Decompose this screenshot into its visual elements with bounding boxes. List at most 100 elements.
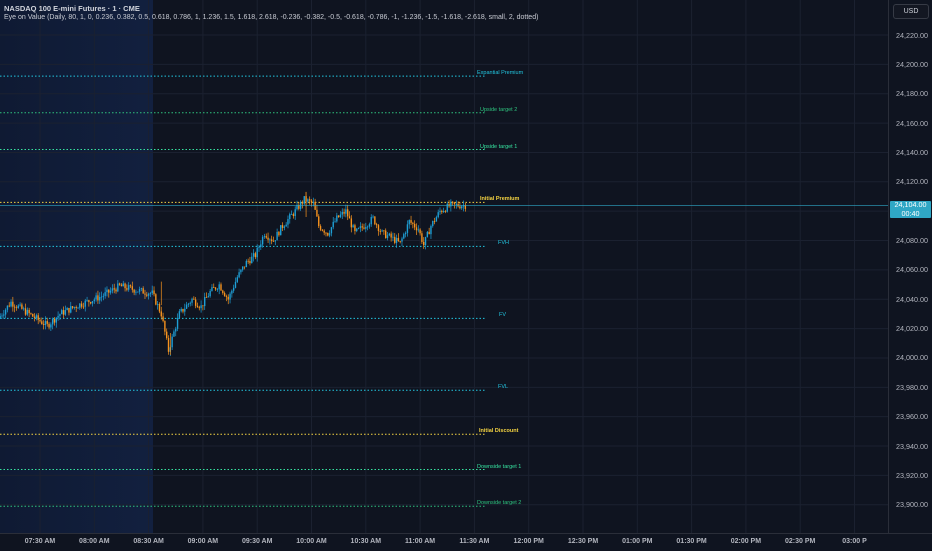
candle-body xyxy=(390,233,392,238)
candle-body xyxy=(451,201,454,203)
candle-body xyxy=(292,214,295,216)
price-tick-label: 23,900.00 xyxy=(896,500,928,510)
candle-body xyxy=(89,302,92,304)
candle-body xyxy=(424,236,427,246)
candle-body xyxy=(232,287,235,291)
bar-countdown: 00:40 xyxy=(901,208,920,218)
candle-body xyxy=(343,211,345,214)
price-tick-label: 24,220.00 xyxy=(896,30,928,40)
candle-body xyxy=(30,313,32,314)
candle-body xyxy=(193,298,195,300)
candle-body xyxy=(403,234,405,239)
candle-body xyxy=(276,231,278,241)
price-chart[interactable] xyxy=(0,0,888,533)
candle-body xyxy=(370,217,372,225)
candle-body xyxy=(337,215,340,218)
candle-body xyxy=(243,266,246,268)
candle-body xyxy=(332,221,334,228)
candle-body xyxy=(261,236,264,245)
candle-body xyxy=(68,307,70,313)
candle-body xyxy=(323,230,325,233)
time-axis[interactable] xyxy=(0,533,932,551)
candle-body xyxy=(124,283,126,289)
currency-button[interactable]: USD xyxy=(893,4,929,19)
candle-body xyxy=(205,297,208,298)
candle-body xyxy=(278,231,280,236)
price-axis[interactable] xyxy=(888,0,932,533)
level-label: FV xyxy=(499,312,507,319)
candle-body xyxy=(298,205,300,209)
candle-body xyxy=(151,290,153,294)
candle-body xyxy=(138,289,141,292)
candle-body xyxy=(334,221,336,223)
candle-body xyxy=(227,296,229,300)
price-tick-label: 23,920.00 xyxy=(896,470,928,480)
candle-body xyxy=(374,216,376,225)
candle-body xyxy=(204,297,206,307)
candle-body xyxy=(281,225,284,228)
candle-body xyxy=(379,230,381,232)
candle-body xyxy=(417,229,419,231)
candle-body xyxy=(426,231,429,237)
candle-body xyxy=(198,307,200,309)
candle-body xyxy=(410,220,412,223)
candle-body xyxy=(347,209,349,217)
candle-body xyxy=(189,302,191,304)
candle-body xyxy=(395,237,398,243)
candle-body xyxy=(294,209,296,216)
candle-body xyxy=(209,290,211,297)
candle-body xyxy=(71,306,74,308)
candle-body xyxy=(274,240,276,242)
candle-body xyxy=(401,238,403,242)
candle-body xyxy=(421,233,423,242)
candle-body xyxy=(194,299,197,306)
candle-body xyxy=(267,237,269,240)
candle-body xyxy=(102,295,105,297)
candle-body xyxy=(220,284,222,291)
candle-body xyxy=(146,294,148,296)
candle-body xyxy=(392,236,394,238)
candle-body xyxy=(330,227,333,234)
price-tick-label: 23,940.00 xyxy=(896,441,928,451)
candle-body xyxy=(127,285,130,290)
candle-body xyxy=(325,232,327,234)
candle-body xyxy=(42,324,45,326)
candle-body xyxy=(455,203,457,205)
candle-body xyxy=(354,225,356,232)
candle-body xyxy=(240,269,242,273)
candle-body xyxy=(327,232,329,236)
candle-body xyxy=(202,305,204,307)
candle-body xyxy=(35,315,38,319)
candle-body xyxy=(100,296,103,298)
candle-body xyxy=(223,293,226,297)
candle-body xyxy=(51,318,54,325)
candle-body xyxy=(66,307,68,311)
candle-body xyxy=(88,300,90,303)
candle-body xyxy=(39,319,41,322)
candle-body xyxy=(428,231,430,235)
candle-body xyxy=(95,295,97,300)
candle-body xyxy=(113,288,115,290)
price-tick-label: 24,200.00 xyxy=(896,59,928,69)
candle-body xyxy=(191,298,193,303)
candle-body xyxy=(287,219,289,225)
candle-body xyxy=(28,309,30,314)
candle-body xyxy=(450,201,452,207)
candle-body xyxy=(218,284,220,290)
candle-body xyxy=(260,244,262,248)
candle-body xyxy=(106,289,108,293)
candle-body xyxy=(441,210,443,213)
candle-body xyxy=(173,331,175,337)
indicator-legend[interactable]: Eye on Value (Daily, 80, 1, 0, 0.236, 0.… xyxy=(4,14,539,21)
time-tick-label: 02:00 PM xyxy=(730,538,762,545)
price-tick-label: 24,080.00 xyxy=(896,236,928,246)
symbol-title[interactable]: NASDAQ 100 E-mini Futures · 1 · CME xyxy=(4,4,140,13)
candle-body xyxy=(283,226,286,228)
candle-body xyxy=(328,233,331,236)
candle-body xyxy=(166,331,168,339)
time-tick-label: 09:30 AM xyxy=(241,538,273,545)
time-tick-label: 01:30 PM xyxy=(676,538,707,545)
candle-body xyxy=(86,300,88,301)
candle-body xyxy=(55,317,57,323)
candle-body xyxy=(423,241,425,246)
